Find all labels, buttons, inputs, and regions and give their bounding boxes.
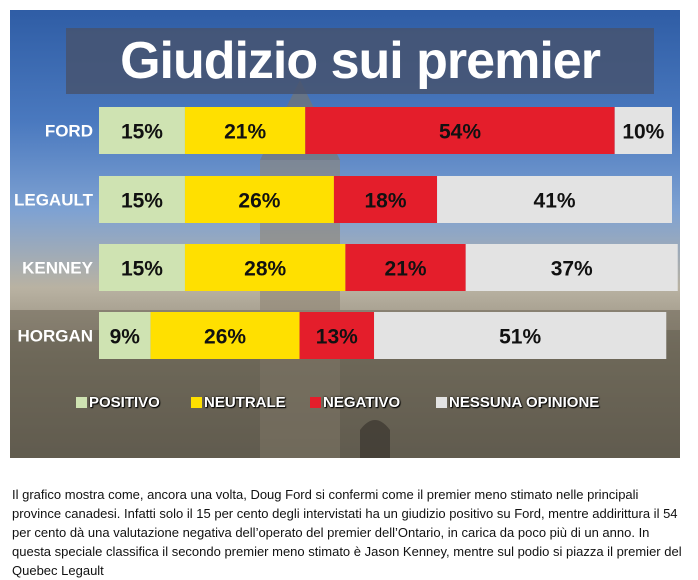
bar-segment-ford-positivo — [99, 107, 185, 154]
data-label-ford-nessuna-opinione: 10% — [622, 121, 664, 144]
category-label-legault: LEGAULT — [14, 191, 94, 210]
legend-item-negativo: NEGATIVO — [310, 394, 400, 411]
bar-segment-kenney-nessuna-opinione — [465, 244, 678, 291]
caption-text: Il grafico mostra come, ancora una volta… — [12, 487, 682, 578]
bar-segment-ford-nessuna-opinione — [614, 107, 672, 154]
bar-segment-legault-positivo — [99, 176, 185, 223]
data-label-horgan-nessuna-opinione: 51% — [499, 326, 541, 349]
legend-swatch — [76, 397, 87, 408]
legend: POSITIVO NEUTRALE NEGATIVO NESSUNA OPINIONE — [10, 390, 680, 418]
data-label-legault-neutrale: 26% — [238, 190, 280, 213]
data-label-ford-neutrale: 21% — [224, 121, 266, 144]
chart-title: Giudizio sui premier — [120, 32, 601, 90]
bar-segment-ford-neutrale — [184, 107, 306, 154]
legend-item-positivo: POSITIVO — [76, 394, 160, 411]
legend-item-neutrale: NEUTRALE — [191, 394, 286, 411]
data-label-kenney-neutrale: 28% — [244, 258, 286, 281]
data-label-kenney-positivo: 15% — [121, 258, 163, 281]
data-label-kenney-negativo: 21% — [385, 258, 427, 281]
data-label-legault-positivo: 15% — [121, 190, 163, 213]
legend-label: POSITIVO — [89, 394, 160, 411]
bar-segment-kenney-neutrale — [184, 244, 346, 291]
bar-segment-ford-negativo — [305, 107, 615, 154]
data-label-ford-positivo: 15% — [121, 121, 163, 144]
bar-segment-horgan-negativo — [299, 312, 375, 359]
legend-label: NEGATIVO — [323, 394, 401, 411]
data-label-ford-negativo: 54% — [439, 121, 481, 144]
category-label-horgan: HORGAN — [17, 327, 93, 346]
bar-segment-legault-neutrale — [184, 176, 334, 223]
legend-swatch — [191, 397, 202, 408]
category-label-kenney: KENNEY — [22, 259, 94, 278]
data-label-horgan-negativo: 13% — [316, 326, 358, 349]
stacked-bar-chart: FORD 15% 21% 54% 10% LEGAULT 15% 26% 18% 41% KENNE… — [14, 107, 678, 359]
bar-segment-horgan-positivo — [99, 312, 151, 359]
bar-segment-legault-nessuna-opinione — [437, 176, 672, 223]
category-label-ford: FORD — [45, 122, 93, 141]
legend-label: NESSUNA OPINIONE — [449, 394, 600, 411]
legend-label: NEUTRALE — [204, 394, 286, 411]
data-label-horgan-neutrale: 26% — [204, 326, 246, 349]
bar-segment-horgan-neutrale — [150, 312, 300, 359]
data-label-legault-negativo: 18% — [364, 190, 406, 213]
legend-swatch — [310, 397, 321, 408]
bar-segment-kenney-negativo — [345, 244, 466, 291]
bar-segment-horgan-nessuna-opinione — [374, 312, 667, 359]
title-banner: Giudizio sui premier — [66, 28, 654, 94]
data-label-kenney-nessuna-opinione: 37% — [551, 258, 593, 281]
bar-segment-legault-negativo — [333, 176, 438, 223]
data-label-horgan-positivo: 9% — [110, 326, 141, 349]
bar-segment-kenney-positivo — [99, 244, 185, 291]
data-label-legault-nessuna-opinione: 41% — [534, 190, 576, 213]
chart-figure: Giudizio sui premier FORD 15% 21% 54% 10% LEG… — [10, 10, 680, 458]
legend-swatch — [436, 397, 447, 408]
legend-item-nessuna-opinione: NESSUNA OPINIONE — [436, 394, 599, 411]
caption: Il grafico mostra come, ancora una volta… — [12, 485, 688, 580]
